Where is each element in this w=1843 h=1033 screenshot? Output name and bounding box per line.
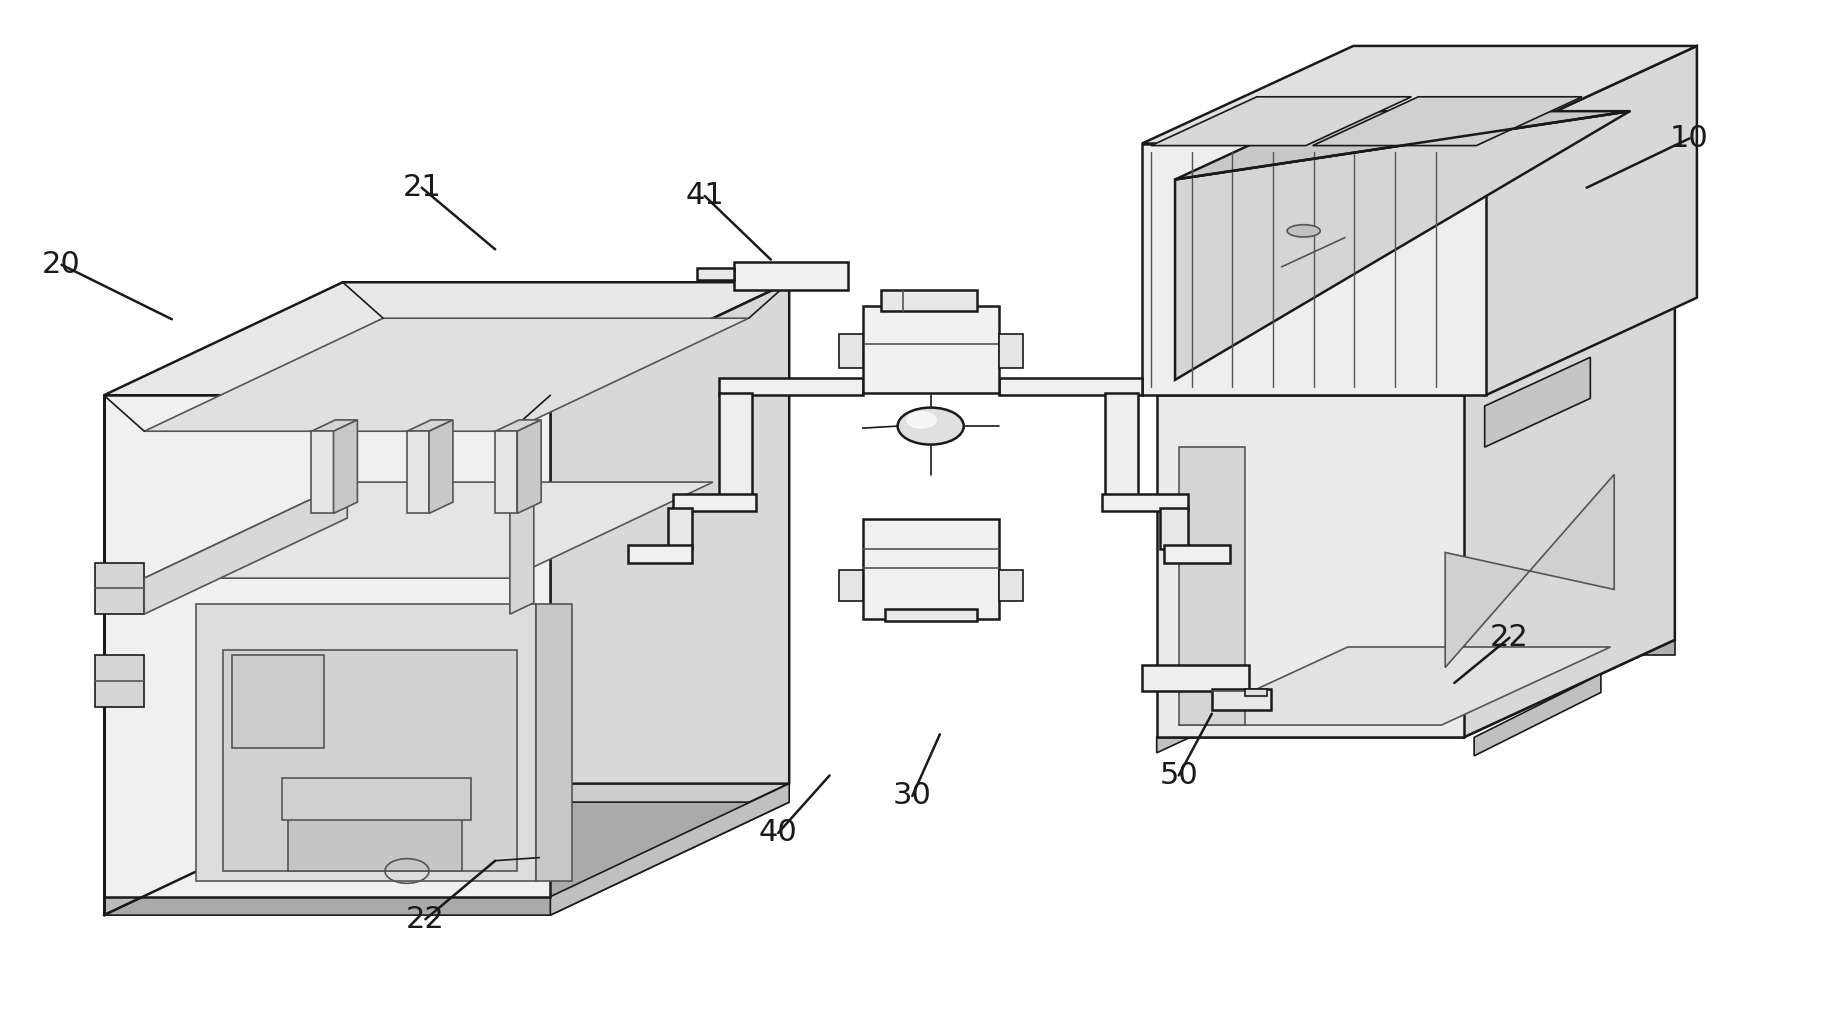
Polygon shape [1161,508,1189,550]
Polygon shape [103,784,789,897]
Polygon shape [511,420,534,614]
Polygon shape [1106,394,1139,498]
Polygon shape [311,431,334,513]
Polygon shape [551,282,789,897]
Polygon shape [551,784,789,915]
Text: 30: 30 [892,782,933,811]
Text: 41: 41 [686,182,724,211]
Text: 10: 10 [1670,124,1708,153]
Polygon shape [734,261,848,290]
Polygon shape [1157,639,1368,753]
Polygon shape [627,545,691,563]
Text: 20: 20 [42,250,81,279]
Polygon shape [496,420,542,431]
Text: 22: 22 [1491,623,1530,652]
Text: 40: 40 [759,818,798,847]
Polygon shape [536,604,573,881]
Polygon shape [719,378,863,396]
Polygon shape [1143,144,1485,396]
Polygon shape [103,396,551,897]
Polygon shape [288,814,463,871]
Polygon shape [697,268,734,280]
Polygon shape [863,306,999,394]
Polygon shape [1165,545,1229,563]
Polygon shape [94,563,144,614]
Polygon shape [1445,474,1614,667]
Polygon shape [103,784,343,915]
Polygon shape [1485,357,1591,447]
Circle shape [907,412,936,428]
Polygon shape [1176,112,1629,180]
Polygon shape [282,779,472,819]
Polygon shape [1474,674,1602,756]
Polygon shape [311,420,358,431]
Polygon shape [1143,45,1697,144]
Polygon shape [1143,665,1248,691]
Polygon shape [429,420,453,513]
Polygon shape [407,420,453,431]
Polygon shape [94,655,144,707]
Polygon shape [144,482,713,578]
Polygon shape [1157,298,1675,396]
Polygon shape [334,420,358,513]
Polygon shape [1485,45,1697,396]
Polygon shape [881,290,977,311]
Polygon shape [144,318,748,431]
Text: 21: 21 [402,174,440,202]
Polygon shape [1463,298,1675,738]
Polygon shape [999,334,1023,368]
Polygon shape [719,394,752,498]
Polygon shape [103,282,789,396]
Polygon shape [999,570,1023,601]
Polygon shape [496,431,518,513]
Text: 22: 22 [405,905,444,934]
Polygon shape [1102,494,1189,511]
Polygon shape [195,604,536,881]
Polygon shape [1213,689,1270,710]
Polygon shape [839,570,863,601]
Ellipse shape [1286,225,1320,237]
Polygon shape [1157,396,1463,738]
Polygon shape [103,803,789,915]
Polygon shape [223,650,518,871]
Polygon shape [232,655,324,748]
Polygon shape [1152,97,1412,146]
Polygon shape [407,431,429,513]
Polygon shape [1176,112,1629,380]
Polygon shape [667,508,691,550]
Polygon shape [1157,639,1675,738]
Polygon shape [863,519,999,619]
Polygon shape [1368,639,1675,655]
Polygon shape [518,420,542,513]
Polygon shape [144,482,346,614]
Polygon shape [885,609,977,621]
Polygon shape [1180,446,1244,725]
Polygon shape [1244,689,1266,696]
Polygon shape [673,494,756,511]
Polygon shape [1180,647,1611,725]
Text: 50: 50 [1159,761,1198,790]
Polygon shape [839,334,863,368]
Polygon shape [1312,97,1581,146]
Polygon shape [999,378,1143,396]
Circle shape [898,408,964,444]
